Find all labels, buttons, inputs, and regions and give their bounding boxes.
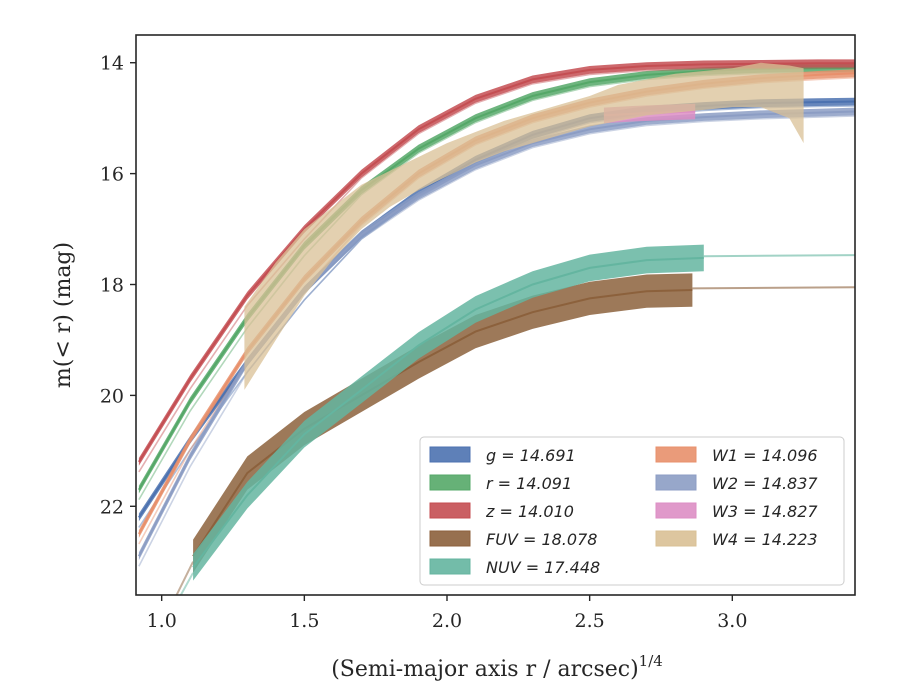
extrapolation-fuv [692, 286, 855, 290]
legend-label: W4 = 14.223 [712, 530, 818, 549]
x-tick-label: 2.0 [432, 610, 462, 632]
legend-box [419, 436, 845, 586]
legend-swatch [655, 502, 697, 519]
y-tick-label: 14 [100, 53, 124, 75]
legend: g = 14.691 r = 14.091 z = 14.010 FUV = 18.0… [419, 436, 845, 586]
y-tick-label: 16 [100, 164, 124, 186]
legend-label: W2 = 14.837 [712, 474, 818, 493]
plot-frame [135, 34, 856, 596]
x-axis-title-text: (Semi-major axis r / arcsec) [331, 657, 638, 682]
x-tick-label: 1.0 [147, 610, 177, 632]
x-tick-label: 3.0 [717, 610, 747, 632]
y-axis-title: m(< r) (mag) [51, 242, 76, 388]
legend-label: FUV = 18.078 [486, 530, 597, 549]
legend-label: W1 = 14.096 [712, 446, 818, 465]
legend-swatch [655, 446, 697, 463]
x-axis-title-superscript: 1/4 [639, 652, 663, 670]
legend-swatch [429, 558, 471, 575]
y-tick-label: 20 [100, 385, 124, 407]
curve-nuv [192, 256, 704, 568]
x-axis-title: (Semi-major axis r / arcsec)1/4 [331, 652, 663, 682]
x-tick-label: 2.5 [575, 610, 605, 632]
axes: 1.0 1.5 2.0 2.5 3.0 14 16 18 20 22 [100, 34, 856, 632]
band-z [138, 59, 855, 466]
legend-label: g = 14.691 [486, 446, 576, 465]
legend-swatch [429, 502, 471, 519]
inner-extrapolation-fuv [175, 561, 194, 595]
y-tick-label: 22 [100, 496, 124, 518]
legend-swatch [429, 530, 471, 547]
extrapolation-nuv [703, 254, 855, 258]
legend-label: W3 = 14.827 [712, 502, 818, 521]
y-tick-label: 18 [100, 275, 124, 297]
band-w4 [244, 62, 804, 390]
plot-area [138, 59, 855, 595]
x-tick-label: 1.5 [289, 610, 319, 632]
curve-fuv [192, 289, 693, 557]
curve-z [138, 62, 855, 463]
legend-swatch [429, 474, 471, 491]
legend-label: NUV = 17.448 [486, 558, 600, 577]
inner-extrapolation-nuv [179, 572, 194, 595]
legend-label: r = 14.091 [486, 474, 572, 493]
legend-swatch [429, 446, 471, 463]
legend-swatch [655, 474, 697, 491]
legend-swatch [655, 530, 697, 547]
legend-label: z = 14.010 [485, 502, 574, 521]
